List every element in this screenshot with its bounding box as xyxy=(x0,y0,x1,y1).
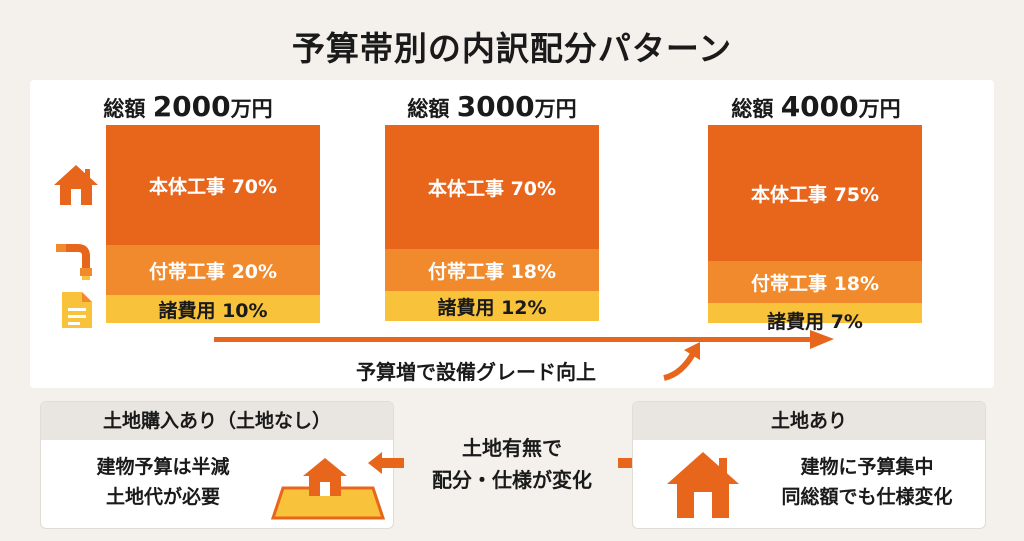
land-purchase-line1: 建物予算は半減 xyxy=(96,456,230,478)
total-unit: 万円 xyxy=(230,97,273,121)
total-unit: 万円 xyxy=(534,97,577,121)
total-prefix: 総額 xyxy=(731,97,774,121)
segment-sub: 付帯工事 18% xyxy=(385,249,599,291)
pipe-icon xyxy=(56,244,92,280)
land-owned-header: 土地あり xyxy=(633,402,985,440)
land-effect-line1: 土地有無で xyxy=(462,436,562,460)
total-prefix: 総額 xyxy=(407,97,450,121)
segment-main: 本体工事 75% xyxy=(708,125,922,261)
total-amount: 3000 xyxy=(456,90,535,123)
land-purchase-header: 土地購入あり（土地なし） xyxy=(41,402,393,440)
land-purchase-text: 建物予算は半減 土地代が必要 xyxy=(63,452,263,512)
total-prefix: 総額 xyxy=(103,97,146,121)
land-owned-line1: 建物に予算集中 xyxy=(800,456,934,478)
segment-sub: 付帯工事 18% xyxy=(708,261,922,303)
segment-misc: 諸費用 10% xyxy=(106,295,320,323)
budget-bar-4000: 本体工事 75% 付帯工事 18% 諸費用 7% xyxy=(708,125,922,333)
trend-arrow-icon xyxy=(214,330,834,381)
land-effect-line2: 配分・仕様が変化 xyxy=(432,468,592,492)
land-owned-box: 土地あり 建物に予算集中 同総額でも仕様変化 xyxy=(632,401,986,529)
budget-total-2000: 総額 2000万円 xyxy=(88,90,288,123)
budget-total-4000: 総額 4000万円 xyxy=(716,90,916,123)
arrow-left-icon xyxy=(368,452,404,474)
budget-bar-3000: 本体工事 70% 付帯工事 18% 諸費用 12% xyxy=(385,125,599,321)
segment-misc: 諸費用 12% xyxy=(385,291,599,321)
segment-misc: 諸費用 7% xyxy=(708,303,922,333)
house-on-land-icon xyxy=(270,458,386,520)
segment-sub: 付帯工事 20% xyxy=(106,245,320,295)
trend-caption: 予算増で設備グレード向上 xyxy=(356,360,596,384)
land-purchase-line2: 土地代が必要 xyxy=(105,486,220,508)
document-icon xyxy=(62,292,92,328)
page-title: 予算帯別の内訳配分パターン xyxy=(291,29,733,68)
land-owned-line2: 同総額でも仕様変化 xyxy=(781,486,953,508)
budget-total-3000: 総額 3000万円 xyxy=(392,90,592,123)
land-purchase-box: 土地購入あり（土地なし） 建物予算は半減 土地代が必要 xyxy=(40,401,394,529)
house-icon xyxy=(54,165,98,205)
budget-bar-2000: 本体工事 70% 付帯工事 20% 諸費用 10% xyxy=(106,125,320,323)
total-amount: 2000 xyxy=(152,90,231,123)
land-effect-text: 土地有無で 配分・仕様が変化 xyxy=(396,432,628,496)
total-amount: 4000 xyxy=(780,90,859,123)
total-unit: 万円 xyxy=(858,97,901,121)
segment-main: 本体工事 70% xyxy=(106,125,320,245)
house-icon xyxy=(667,452,739,518)
land-owned-text: 建物に予算集中 同総額でも仕様変化 xyxy=(759,452,975,512)
segment-main: 本体工事 70% xyxy=(385,125,599,249)
